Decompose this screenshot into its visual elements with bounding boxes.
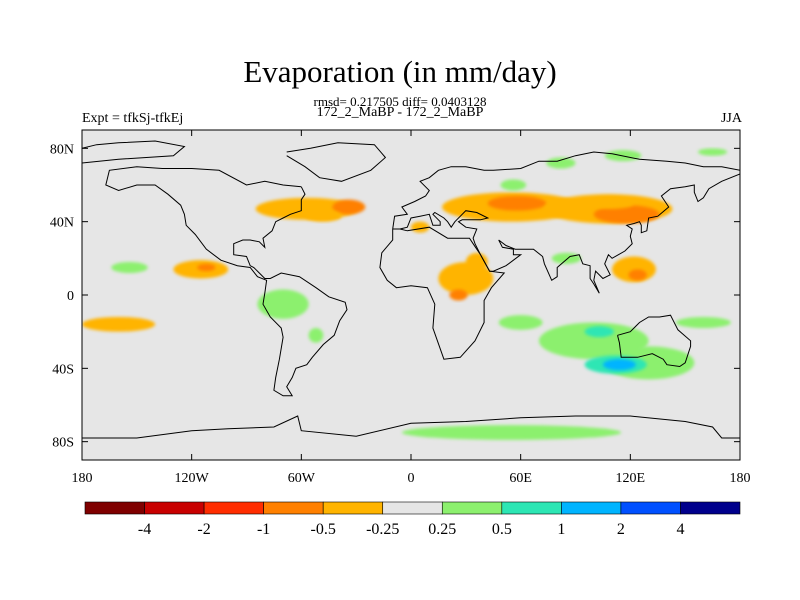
x-tick-label-0: 180 bbox=[72, 471, 93, 486]
coastline-6 bbox=[617, 314, 692, 368]
colorbar-swatch-8 bbox=[561, 501, 622, 515]
anomaly-region-8 bbox=[487, 196, 547, 211]
x-axis-ticks: 180 120W 60W 0 60E 120E 180 bbox=[72, 130, 751, 486]
colorbar-label-3: -0.5 bbox=[311, 521, 336, 538]
colorbar-label-8: 2 bbox=[617, 521, 625, 538]
colorbar-label-2: -1 bbox=[257, 521, 270, 538]
anomaly-region-1 bbox=[332, 199, 366, 215]
colorbar-swatch-5 bbox=[382, 501, 443, 515]
colorbar-label-6: 0.5 bbox=[492, 521, 512, 538]
coastline-4 bbox=[392, 151, 740, 230]
x-tick-label-2: 60W bbox=[288, 471, 316, 486]
anomaly-region-11 bbox=[590, 197, 634, 209]
colorbar-swatch-4 bbox=[322, 501, 384, 515]
colorbar-label-9: 4 bbox=[676, 521, 684, 538]
anomaly-region-13 bbox=[628, 269, 647, 281]
anomaly-region-21 bbox=[111, 262, 148, 273]
anomaly-region-17 bbox=[500, 179, 527, 191]
anomaly-region-16 bbox=[82, 317, 156, 332]
anomaly-region-24 bbox=[498, 315, 543, 330]
colorbar-swatch-3 bbox=[263, 501, 324, 515]
colorbar-label-4: -0.25 bbox=[366, 521, 399, 538]
coastline-1 bbox=[286, 142, 387, 182]
anomaly-region-20 bbox=[697, 148, 728, 156]
x-tick-label-6: 180 bbox=[730, 471, 751, 486]
colorbar: -4 -2 -1 -0.5 -0.25 0.25 0.5 1 2 4 bbox=[84, 501, 741, 538]
coastline-0 bbox=[82, 140, 186, 164]
y-tick-label-3: 40S bbox=[52, 362, 74, 377]
colorbar-label-7: 1 bbox=[557, 521, 565, 538]
colorbar-swatch-10 bbox=[680, 501, 741, 515]
y-tick-label-4: 80S bbox=[52, 436, 74, 451]
anomaly-region-22 bbox=[257, 289, 309, 319]
colorbar-label-5: 0.25 bbox=[428, 521, 456, 538]
anomaly-region-18 bbox=[546, 157, 576, 169]
colorbar-swatch-9 bbox=[620, 501, 681, 515]
season-label: JJA bbox=[720, 111, 742, 126]
experiment-label: Expt = tfkSj-tfkEj bbox=[82, 111, 184, 126]
x-tick-label-4: 60E bbox=[509, 471, 532, 486]
anomaly-region-29 bbox=[602, 359, 636, 371]
x-tick-label-1: 120W bbox=[175, 471, 210, 486]
anomaly-region-23 bbox=[308, 328, 324, 343]
x-tick-label-3: 0 bbox=[408, 471, 415, 486]
y-tick-label-1: 40N bbox=[50, 216, 74, 231]
figure-title: Evaporation (in mm/day) bbox=[243, 54, 557, 89]
colorbar-swatch-0 bbox=[84, 501, 145, 515]
coastline-layer bbox=[82, 140, 740, 439]
anomaly-region-5 bbox=[449, 289, 468, 301]
x-tick-label-5: 120E bbox=[616, 471, 646, 486]
coastline-2 bbox=[105, 166, 348, 397]
anomaly-region-27 bbox=[584, 326, 614, 338]
coastline-5 bbox=[399, 173, 740, 294]
anomaly-region-2 bbox=[304, 210, 342, 222]
colorbar-label-0: -4 bbox=[138, 521, 151, 538]
experiment-comparison-label: 172_2_MaBP - 172_2_MaBP bbox=[316, 105, 484, 120]
colorbar-swatch-2 bbox=[203, 501, 264, 515]
coastline-3 bbox=[379, 226, 506, 360]
anomaly-region-31 bbox=[676, 317, 731, 328]
coastline-7 bbox=[82, 415, 740, 439]
anomaly-region-15 bbox=[197, 263, 216, 272]
stats-line: rmsd= 0.217505 diff= 0.0403128 bbox=[313, 94, 487, 109]
colorbar-swatch-1 bbox=[144, 501, 205, 515]
y-tick-label-0: 80N bbox=[50, 142, 74, 157]
colorbar-swatch-7 bbox=[501, 501, 562, 515]
anomaly-region-32 bbox=[551, 252, 581, 264]
colorbar-swatch-6 bbox=[441, 501, 503, 515]
map-background bbox=[82, 130, 740, 460]
y-axis-ticks: 80N 40N 0 40S 80S bbox=[50, 142, 740, 451]
colorbar-label-1: -2 bbox=[197, 521, 210, 538]
anomaly-region-10 bbox=[593, 205, 660, 224]
anomaly-region-30 bbox=[401, 425, 622, 440]
anomaly-layer bbox=[82, 148, 731, 440]
y-tick-label-2: 0 bbox=[67, 289, 74, 304]
